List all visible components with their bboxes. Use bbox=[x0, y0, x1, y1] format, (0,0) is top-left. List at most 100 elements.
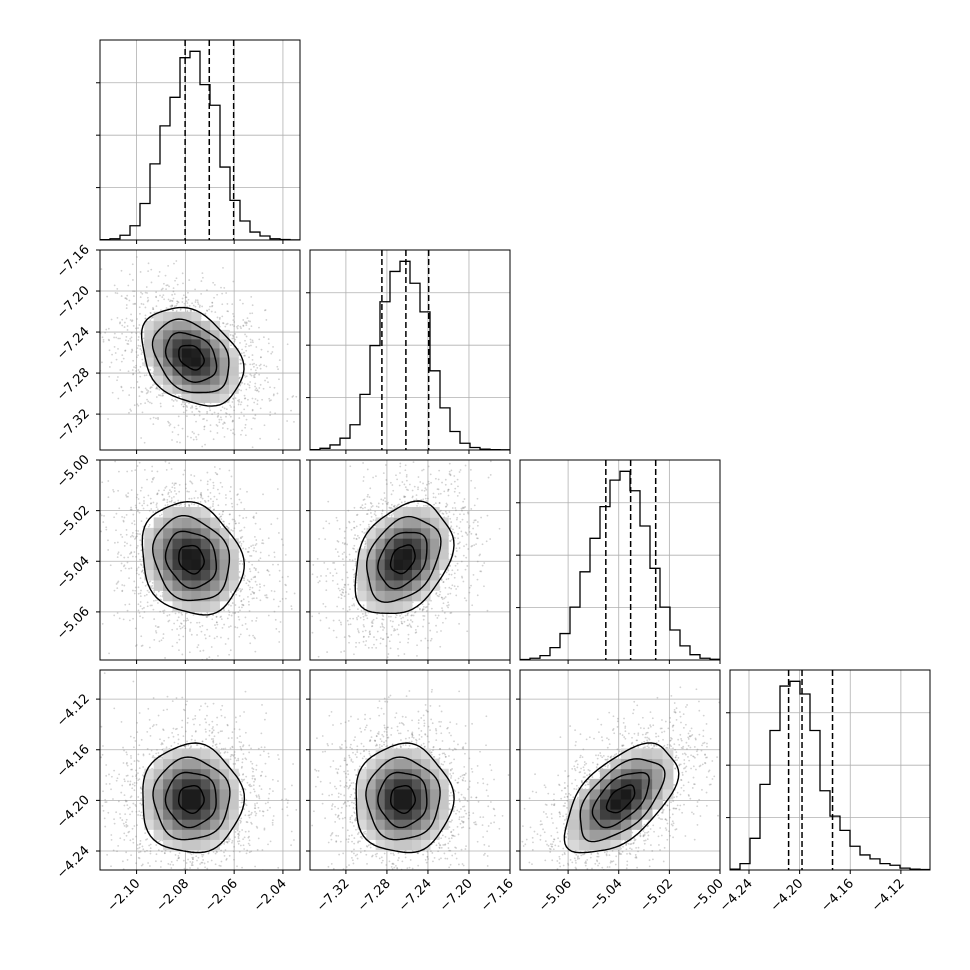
scatter-point bbox=[411, 620, 414, 623]
scatter-point bbox=[142, 364, 144, 366]
scatter-point bbox=[160, 288, 163, 291]
scatter-point bbox=[133, 523, 136, 526]
scatter-point bbox=[233, 518, 235, 521]
scatter-point bbox=[251, 339, 254, 342]
scatter-point bbox=[216, 432, 219, 434]
scatter-point bbox=[185, 409, 188, 412]
density-cell bbox=[181, 338, 192, 349]
scatter-point bbox=[241, 535, 244, 538]
scatter-point bbox=[132, 279, 134, 281]
scatter-point bbox=[136, 347, 139, 350]
scatter-point bbox=[128, 619, 131, 622]
scatter-point bbox=[194, 454, 196, 456]
scatter-point bbox=[456, 569, 459, 571]
scatter-point bbox=[196, 407, 198, 410]
scatter-point bbox=[388, 615, 390, 618]
scatter-point bbox=[116, 587, 119, 590]
scatter-point bbox=[427, 647, 429, 649]
scatter-point bbox=[171, 505, 174, 508]
scatter-point bbox=[172, 309, 174, 312]
scatter-point bbox=[239, 342, 241, 344]
scatter-point bbox=[116, 457, 118, 459]
scatter-point bbox=[260, 356, 262, 359]
scatter-point bbox=[308, 647, 310, 649]
scatter-point bbox=[213, 466, 216, 468]
scatter-point bbox=[255, 387, 258, 390]
scatter-point bbox=[116, 288, 119, 290]
scatter-point bbox=[161, 493, 164, 496]
scatter-point bbox=[257, 390, 260, 393]
scatter-point bbox=[139, 601, 142, 603]
scatter-point bbox=[222, 510, 224, 513]
density-cell bbox=[219, 338, 230, 349]
scatter-point bbox=[213, 283, 216, 286]
scatter-point bbox=[112, 490, 115, 493]
scatter-point bbox=[217, 488, 219, 491]
scatter-point bbox=[149, 312, 152, 314]
scatter-point bbox=[343, 583, 346, 586]
scatter-point bbox=[240, 529, 243, 532]
scatter-point bbox=[225, 415, 227, 418]
density-cell bbox=[191, 559, 202, 570]
scatter-point bbox=[370, 512, 372, 514]
density-cell bbox=[172, 517, 183, 529]
scatter-point bbox=[234, 338, 237, 341]
scatter-point bbox=[182, 411, 185, 414]
scatter-point bbox=[182, 619, 185, 622]
scatter-point bbox=[139, 489, 142, 492]
scatter-point bbox=[341, 553, 344, 555]
scatter-point bbox=[193, 475, 196, 477]
density-cell bbox=[200, 580, 211, 591]
scatter-point bbox=[190, 436, 192, 439]
scatter-point bbox=[193, 432, 195, 435]
scatter-point bbox=[139, 539, 142, 542]
scatter-point bbox=[150, 281, 153, 284]
density-cell bbox=[210, 527, 220, 539]
scatter-point bbox=[447, 593, 450, 596]
scatter-point bbox=[170, 500, 173, 503]
scatter-point bbox=[133, 295, 135, 297]
scatter-point bbox=[487, 476, 490, 479]
scatter-point bbox=[132, 372, 135, 375]
scatter-point bbox=[187, 291, 189, 294]
scatter-point bbox=[135, 546, 138, 549]
scatter-point bbox=[135, 364, 137, 367]
scatter-point bbox=[140, 520, 143, 523]
density-cell bbox=[200, 517, 211, 529]
scatter-point bbox=[325, 574, 328, 577]
scatter-point bbox=[230, 529, 233, 531]
scatter-point bbox=[131, 534, 134, 537]
scatter-point bbox=[272, 598, 275, 601]
scatter-point bbox=[107, 549, 110, 551]
scatter-point bbox=[142, 337, 145, 340]
scatter-point bbox=[131, 319, 134, 322]
scatter-point bbox=[185, 612, 188, 615]
scatter-point bbox=[255, 512, 258, 515]
scatter-point bbox=[375, 638, 378, 641]
scatter-point bbox=[453, 531, 456, 534]
scatter-point bbox=[401, 481, 404, 483]
scatter-point bbox=[476, 594, 479, 597]
scatter-point bbox=[419, 608, 421, 611]
scatter-point bbox=[376, 630, 379, 633]
scatter-point bbox=[136, 465, 139, 467]
scatter-point bbox=[263, 309, 266, 312]
scatter-point bbox=[201, 272, 204, 275]
panel-frame bbox=[99, 249, 301, 451]
scatter-point bbox=[227, 609, 230, 612]
scatter-point bbox=[233, 340, 236, 343]
density-cell bbox=[210, 384, 220, 394]
scatter-point bbox=[224, 503, 227, 506]
density-cell bbox=[219, 548, 230, 560]
scatter-point bbox=[195, 420, 197, 423]
scatter-point bbox=[250, 368, 252, 371]
scatter-point bbox=[84, 317, 86, 319]
scatter-point bbox=[276, 488, 279, 490]
scatter-point bbox=[131, 348, 133, 351]
scatter-point bbox=[178, 649, 180, 652]
scatter-point bbox=[106, 295, 109, 298]
scatter-point bbox=[280, 538, 283, 541]
scatter-point bbox=[415, 498, 418, 501]
scatter-point bbox=[266, 569, 269, 572]
density-cell bbox=[172, 600, 183, 612]
